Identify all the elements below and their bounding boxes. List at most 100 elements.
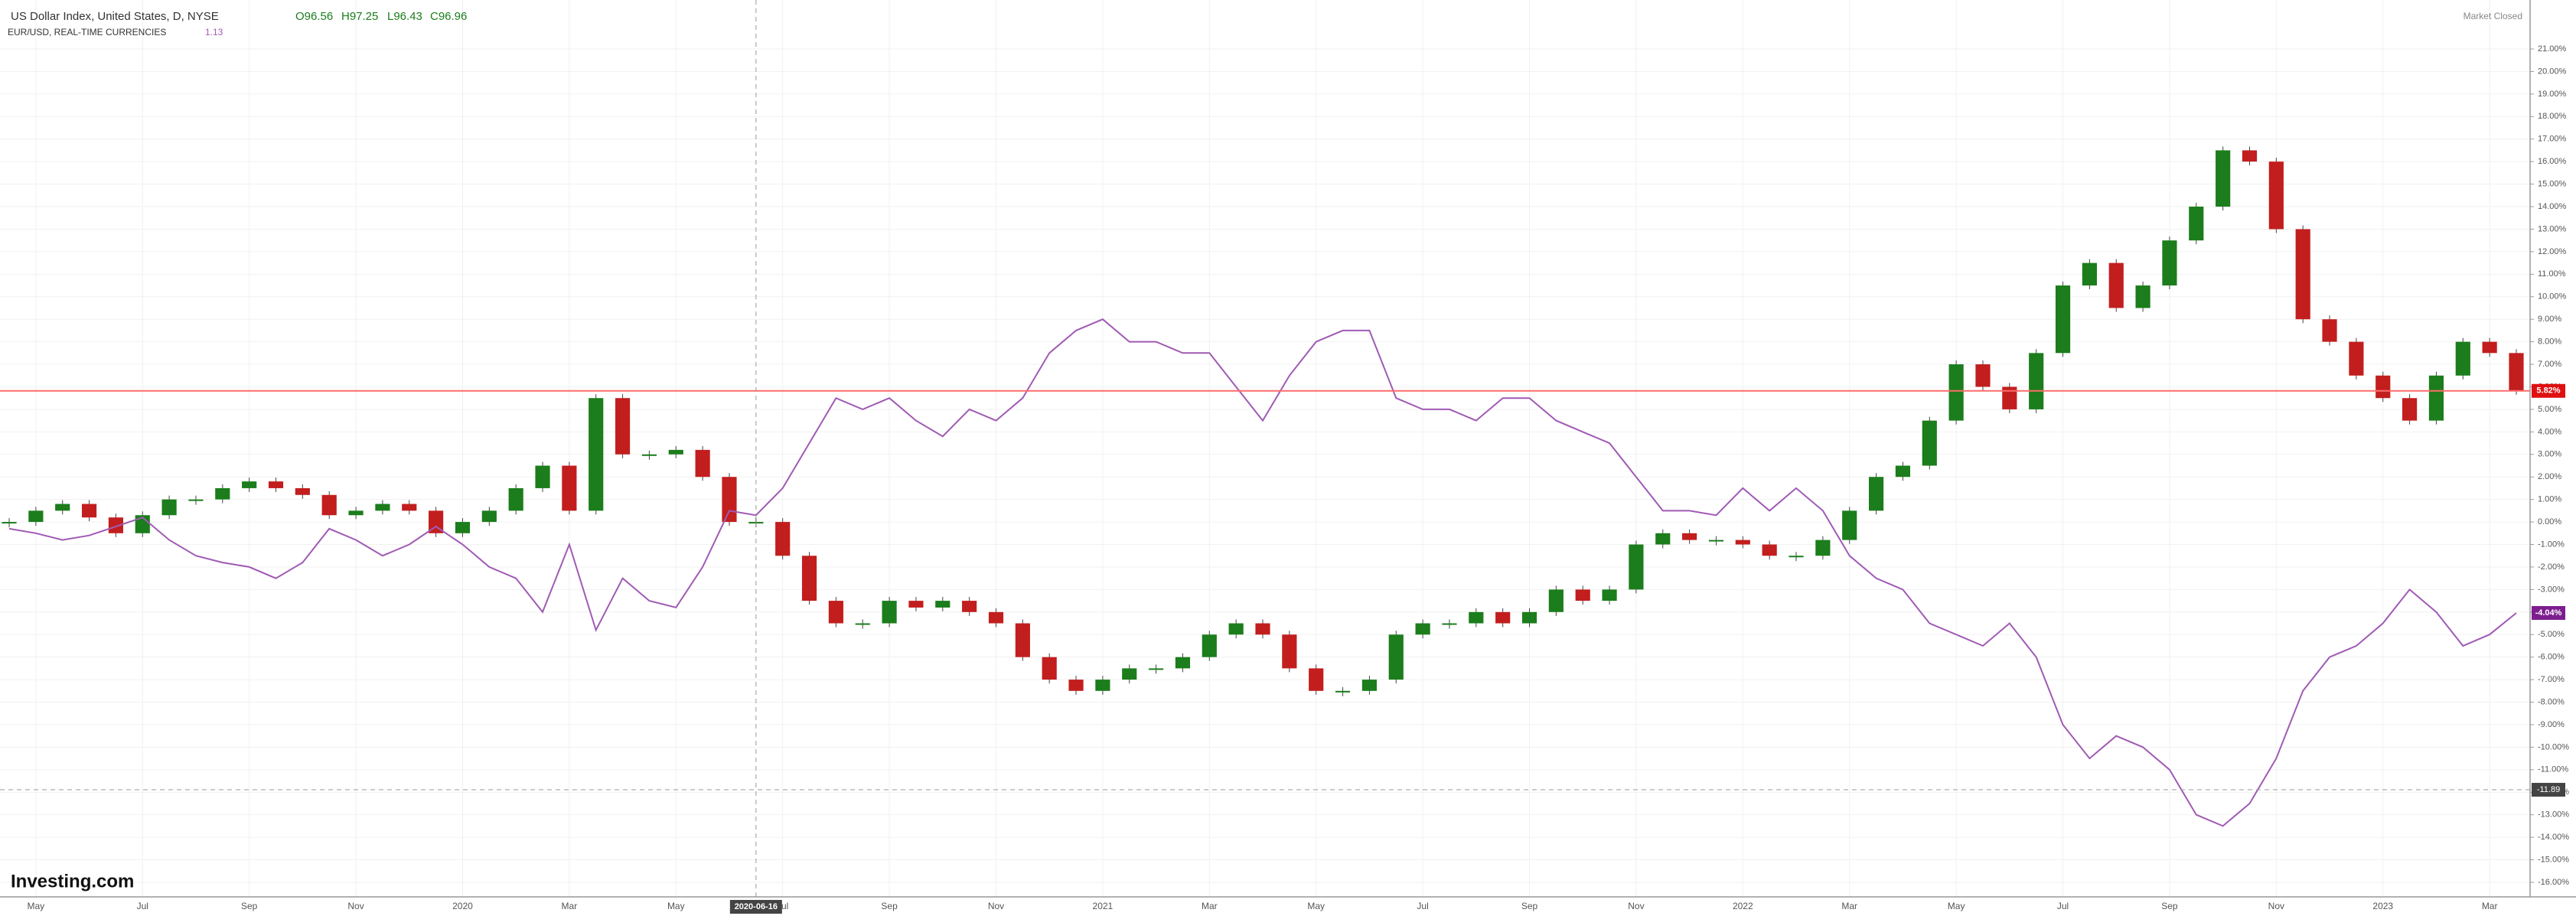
candle-body bbox=[2242, 150, 2258, 162]
x-tick-label: 2023 bbox=[2372, 901, 2393, 911]
candle-body bbox=[1282, 634, 1297, 669]
candle-body bbox=[508, 487, 523, 511]
x-tick-label: Sep bbox=[2161, 901, 2178, 911]
candle-body bbox=[1629, 544, 1644, 590]
x-tick-label: 2021 bbox=[1093, 901, 1114, 911]
candle-body bbox=[295, 487, 310, 495]
candle-body bbox=[2375, 375, 2391, 399]
candle-body bbox=[1575, 589, 1590, 601]
candle-body bbox=[1868, 477, 1884, 511]
y-tick-label: 9.00% bbox=[2538, 315, 2561, 324]
candle-body bbox=[1095, 680, 1110, 691]
candle-body bbox=[81, 504, 97, 518]
candle-body bbox=[615, 398, 631, 455]
candle-body bbox=[695, 449, 710, 478]
logo: Investing.com bbox=[11, 871, 134, 892]
candle-body bbox=[2108, 262, 2124, 308]
candle-body bbox=[1202, 634, 1217, 657]
crosshair-x-label: 2020-06-16 bbox=[735, 902, 778, 911]
x-tick-label: Nov bbox=[2268, 901, 2284, 911]
candle-body bbox=[188, 499, 204, 501]
candle-body bbox=[28, 510, 44, 523]
candle-body bbox=[2349, 341, 2364, 376]
candle-body bbox=[402, 504, 417, 511]
x-tick-label: Nov bbox=[347, 901, 364, 911]
x-tick-label: Jul bbox=[137, 901, 148, 911]
candle-body bbox=[55, 504, 70, 511]
candle-body bbox=[1975, 364, 1991, 387]
y-tick-label: 20.00% bbox=[2538, 67, 2567, 76]
y-tick-label: -13.00% bbox=[2538, 810, 2569, 820]
candle-body bbox=[855, 623, 870, 625]
candle-body bbox=[1442, 623, 1457, 625]
y-tick-label: -7.00% bbox=[2538, 675, 2565, 684]
candle-body bbox=[2162, 240, 2177, 286]
candle-body bbox=[2402, 398, 2418, 421]
crosshair-x-badge bbox=[729, 900, 782, 914]
candle-body bbox=[1548, 589, 1564, 612]
candle-body bbox=[2029, 353, 2044, 409]
x-tick-label: 2022 bbox=[1733, 901, 1753, 911]
y-tick-label: 5.00% bbox=[2538, 405, 2561, 414]
candle-body bbox=[2268, 161, 2284, 230]
candle-body bbox=[1815, 539, 1831, 556]
y-tick-label: -11.00% bbox=[2538, 765, 2568, 774]
chart-title: US Dollar Index, United States, D, NYSE bbox=[11, 10, 219, 23]
candle-body bbox=[1228, 623, 1244, 635]
candle-body bbox=[242, 481, 257, 488]
candle-body bbox=[562, 465, 577, 511]
candle-body bbox=[1655, 533, 1671, 545]
candle-body bbox=[1335, 690, 1351, 693]
candle-body bbox=[481, 510, 497, 523]
candle-body bbox=[1495, 611, 1511, 624]
x-tick-label: Nov bbox=[988, 901, 1004, 911]
candle-body bbox=[1149, 668, 1164, 670]
grid bbox=[0, 0, 2530, 897]
candle-body bbox=[1255, 623, 1270, 635]
candle-body bbox=[1068, 680, 1084, 691]
candle-body bbox=[1415, 623, 1430, 635]
candle-body bbox=[1895, 465, 1911, 478]
y-tick-label: 14.00% bbox=[2538, 202, 2567, 211]
candle-body bbox=[1842, 510, 1857, 540]
y-tick-label: 16.00% bbox=[2538, 157, 2567, 166]
y-tick-label: -16.00% bbox=[2538, 878, 2569, 887]
candle-body bbox=[1469, 611, 1484, 624]
candle-body bbox=[161, 499, 177, 516]
candle-body bbox=[2509, 353, 2524, 391]
y-tick-label: 8.00% bbox=[2538, 337, 2561, 347]
candle-body bbox=[2216, 150, 2231, 207]
y-tick-label: -1.00% bbox=[2538, 539, 2565, 549]
ohlc-open: O96.56 bbox=[295, 10, 333, 23]
candle-body bbox=[801, 556, 817, 601]
y-tick-label: -15.00% bbox=[2538, 855, 2569, 864]
y-tick-label: 21.00% bbox=[2538, 44, 2567, 54]
candle-body bbox=[722, 477, 737, 523]
compare-title: EUR/USD, REAL-TIME CURRENCIES bbox=[8, 27, 166, 37]
ohlc-high: H97.25 bbox=[341, 10, 378, 23]
y-tick-label: -6.00% bbox=[2538, 653, 2565, 662]
candle-body bbox=[908, 601, 924, 608]
candle-body bbox=[775, 522, 791, 556]
y-tick-label: 7.00% bbox=[2538, 360, 2561, 369]
candle-body bbox=[1015, 623, 1030, 657]
candle-body bbox=[1602, 589, 1617, 601]
x-tick-label: Jul bbox=[2057, 901, 2069, 911]
y-tick-label: 2.00% bbox=[2538, 472, 2561, 481]
candle-body bbox=[429, 510, 444, 533]
y-tick-label: 3.00% bbox=[2538, 450, 2561, 459]
y-tick-label: -8.00% bbox=[2538, 697, 2565, 706]
candle-body bbox=[455, 522, 471, 533]
candle-body bbox=[962, 601, 977, 612]
last-value-label: -4.04% bbox=[2535, 608, 2562, 618]
x-tick-label: May bbox=[1307, 901, 1325, 911]
line bbox=[8, 318, 2517, 827]
candle-body bbox=[828, 601, 843, 624]
candle-body bbox=[1122, 668, 1137, 680]
y-tick-label: 17.00% bbox=[2538, 135, 2567, 144]
x-tick-label: Sep bbox=[1521, 901, 1538, 911]
y-tick-label: 11.00% bbox=[2538, 269, 2566, 279]
